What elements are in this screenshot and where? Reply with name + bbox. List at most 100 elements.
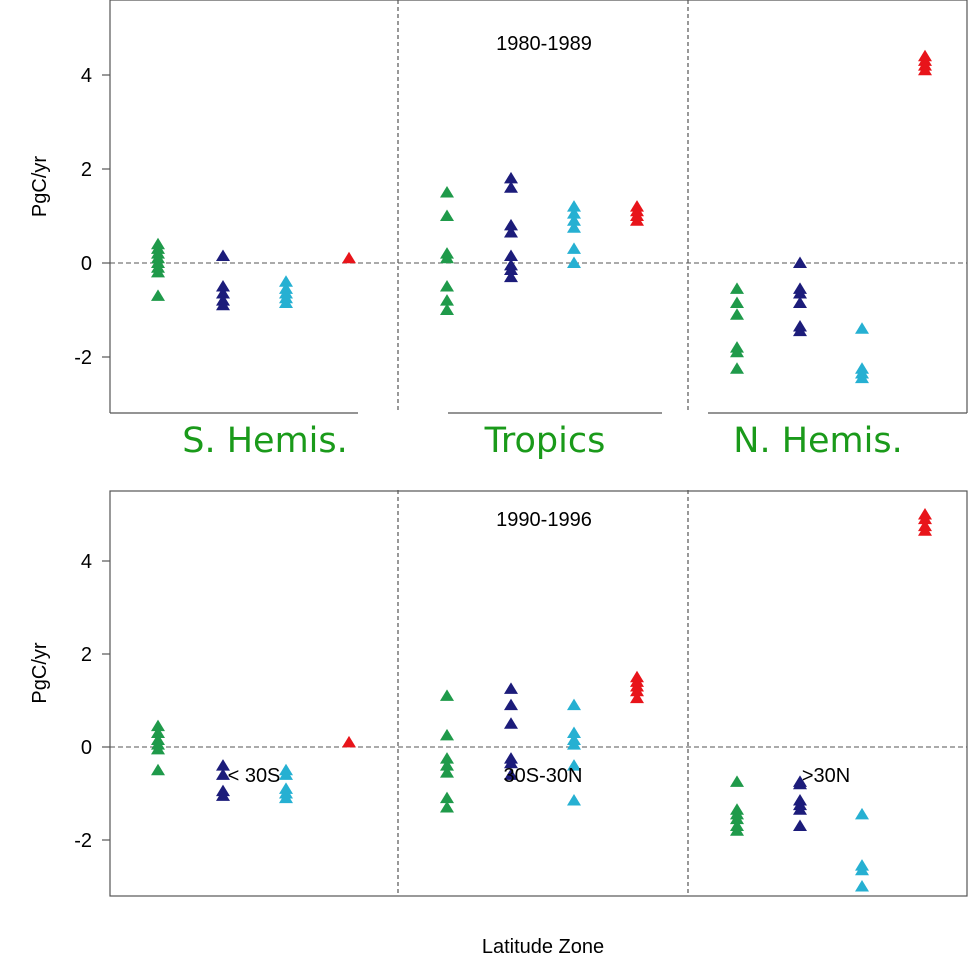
data-point (216, 249, 230, 261)
data-point (279, 275, 293, 287)
data-point (630, 214, 644, 226)
y-tick-label: 2 (81, 644, 92, 666)
y-tick-label: -2 (74, 347, 92, 369)
data-point (793, 803, 807, 815)
frame (109, 490, 968, 897)
data-point (855, 371, 869, 384)
data-point (440, 791, 454, 804)
data-point (567, 698, 581, 711)
data-point (504, 218, 518, 231)
data-point (440, 728, 454, 741)
data-point (567, 738, 581, 750)
data-point (342, 735, 356, 748)
data-point (440, 251, 454, 264)
data-point (730, 296, 744, 308)
data-point (216, 298, 230, 311)
data-point (342, 251, 356, 264)
chart-panel-2: -2 0 2 4 PgC/yr 1990-1996 < 30S 30S-30N >30N Lati… (29, 490, 968, 958)
data-point (793, 287, 807, 299)
data-point (567, 759, 581, 771)
data-point (630, 691, 644, 704)
data-point (793, 256, 807, 268)
chart-panel-1: -2 0 2 4 PgC/yr 1980-1989 S. Hemis. Tropics N. H… (29, 0, 968, 461)
data-point (440, 294, 454, 306)
data-point (151, 763, 165, 776)
data-point (567, 221, 581, 233)
data-point (730, 824, 744, 836)
data-point (504, 263, 518, 276)
data-point (793, 296, 807, 308)
data-point (504, 768, 518, 780)
data-point (567, 214, 581, 226)
data-point (567, 200, 581, 212)
data-point (440, 280, 454, 292)
data-point (855, 863, 869, 876)
data-point (504, 171, 518, 184)
x-axis-label: Latitude Zone (482, 936, 604, 958)
x-category-label: 30S-30N (504, 765, 583, 787)
data-point (440, 766, 454, 778)
y-tick-label: 0 (81, 253, 92, 275)
data-point (504, 225, 518, 238)
data-point (216, 789, 230, 801)
data-point (279, 296, 293, 308)
data-point (793, 324, 807, 337)
region-label: S. Hemis. (182, 421, 348, 461)
data-point (504, 270, 518, 283)
panel-title: 1990-1996 (496, 509, 592, 531)
data-point (567, 207, 581, 219)
data-point (793, 819, 807, 832)
data-point (567, 256, 581, 268)
data-point (504, 698, 518, 711)
data-point (567, 726, 581, 739)
data-point (151, 742, 165, 755)
y-tick-label: 4 (81, 65, 92, 87)
data-point (504, 682, 518, 694)
data-point (216, 287, 230, 299)
y-tick-label: 2 (81, 159, 92, 181)
data-point (730, 812, 744, 825)
data-point (440, 759, 454, 771)
data-point (855, 880, 869, 892)
data-point (855, 322, 869, 334)
data-point (216, 768, 230, 780)
data-point (151, 719, 165, 732)
data-point (567, 793, 581, 806)
data-point (793, 777, 807, 790)
data-point (151, 289, 165, 301)
data-point (918, 512, 932, 525)
data-point (730, 345, 744, 358)
y-axis-label: PgC/yr (29, 642, 51, 703)
y-tick-label: 4 (81, 551, 92, 573)
data-point (504, 756, 518, 769)
panel-title: 1980-1989 (496, 33, 592, 55)
data-point (151, 726, 165, 739)
data-point (440, 752, 454, 764)
data-point (918, 63, 932, 76)
data-point (504, 717, 518, 729)
y-tick-label: -2 (74, 830, 92, 852)
data-point (730, 775, 744, 787)
data-point (440, 186, 454, 198)
region-label: Tropics (484, 421, 606, 461)
data-point (279, 791, 293, 804)
data-point (216, 280, 230, 292)
data-point (216, 759, 230, 771)
data-point (440, 209, 454, 221)
data-point (279, 768, 293, 780)
data-point (730, 308, 744, 320)
y-axis-label: PgC/yr (29, 156, 51, 217)
data-point (730, 282, 744, 294)
data-point (630, 684, 644, 697)
data-point (567, 242, 581, 254)
data-point (440, 800, 454, 813)
x-category-label: >30N (802, 765, 850, 787)
x-category-label: < 30S (228, 765, 281, 787)
data-point (504, 249, 518, 261)
region-label: N. Hemis. (733, 421, 902, 461)
data-point (730, 362, 744, 374)
data-point (504, 181, 518, 193)
y-tick-label: 0 (81, 737, 92, 759)
data-point (440, 689, 454, 701)
